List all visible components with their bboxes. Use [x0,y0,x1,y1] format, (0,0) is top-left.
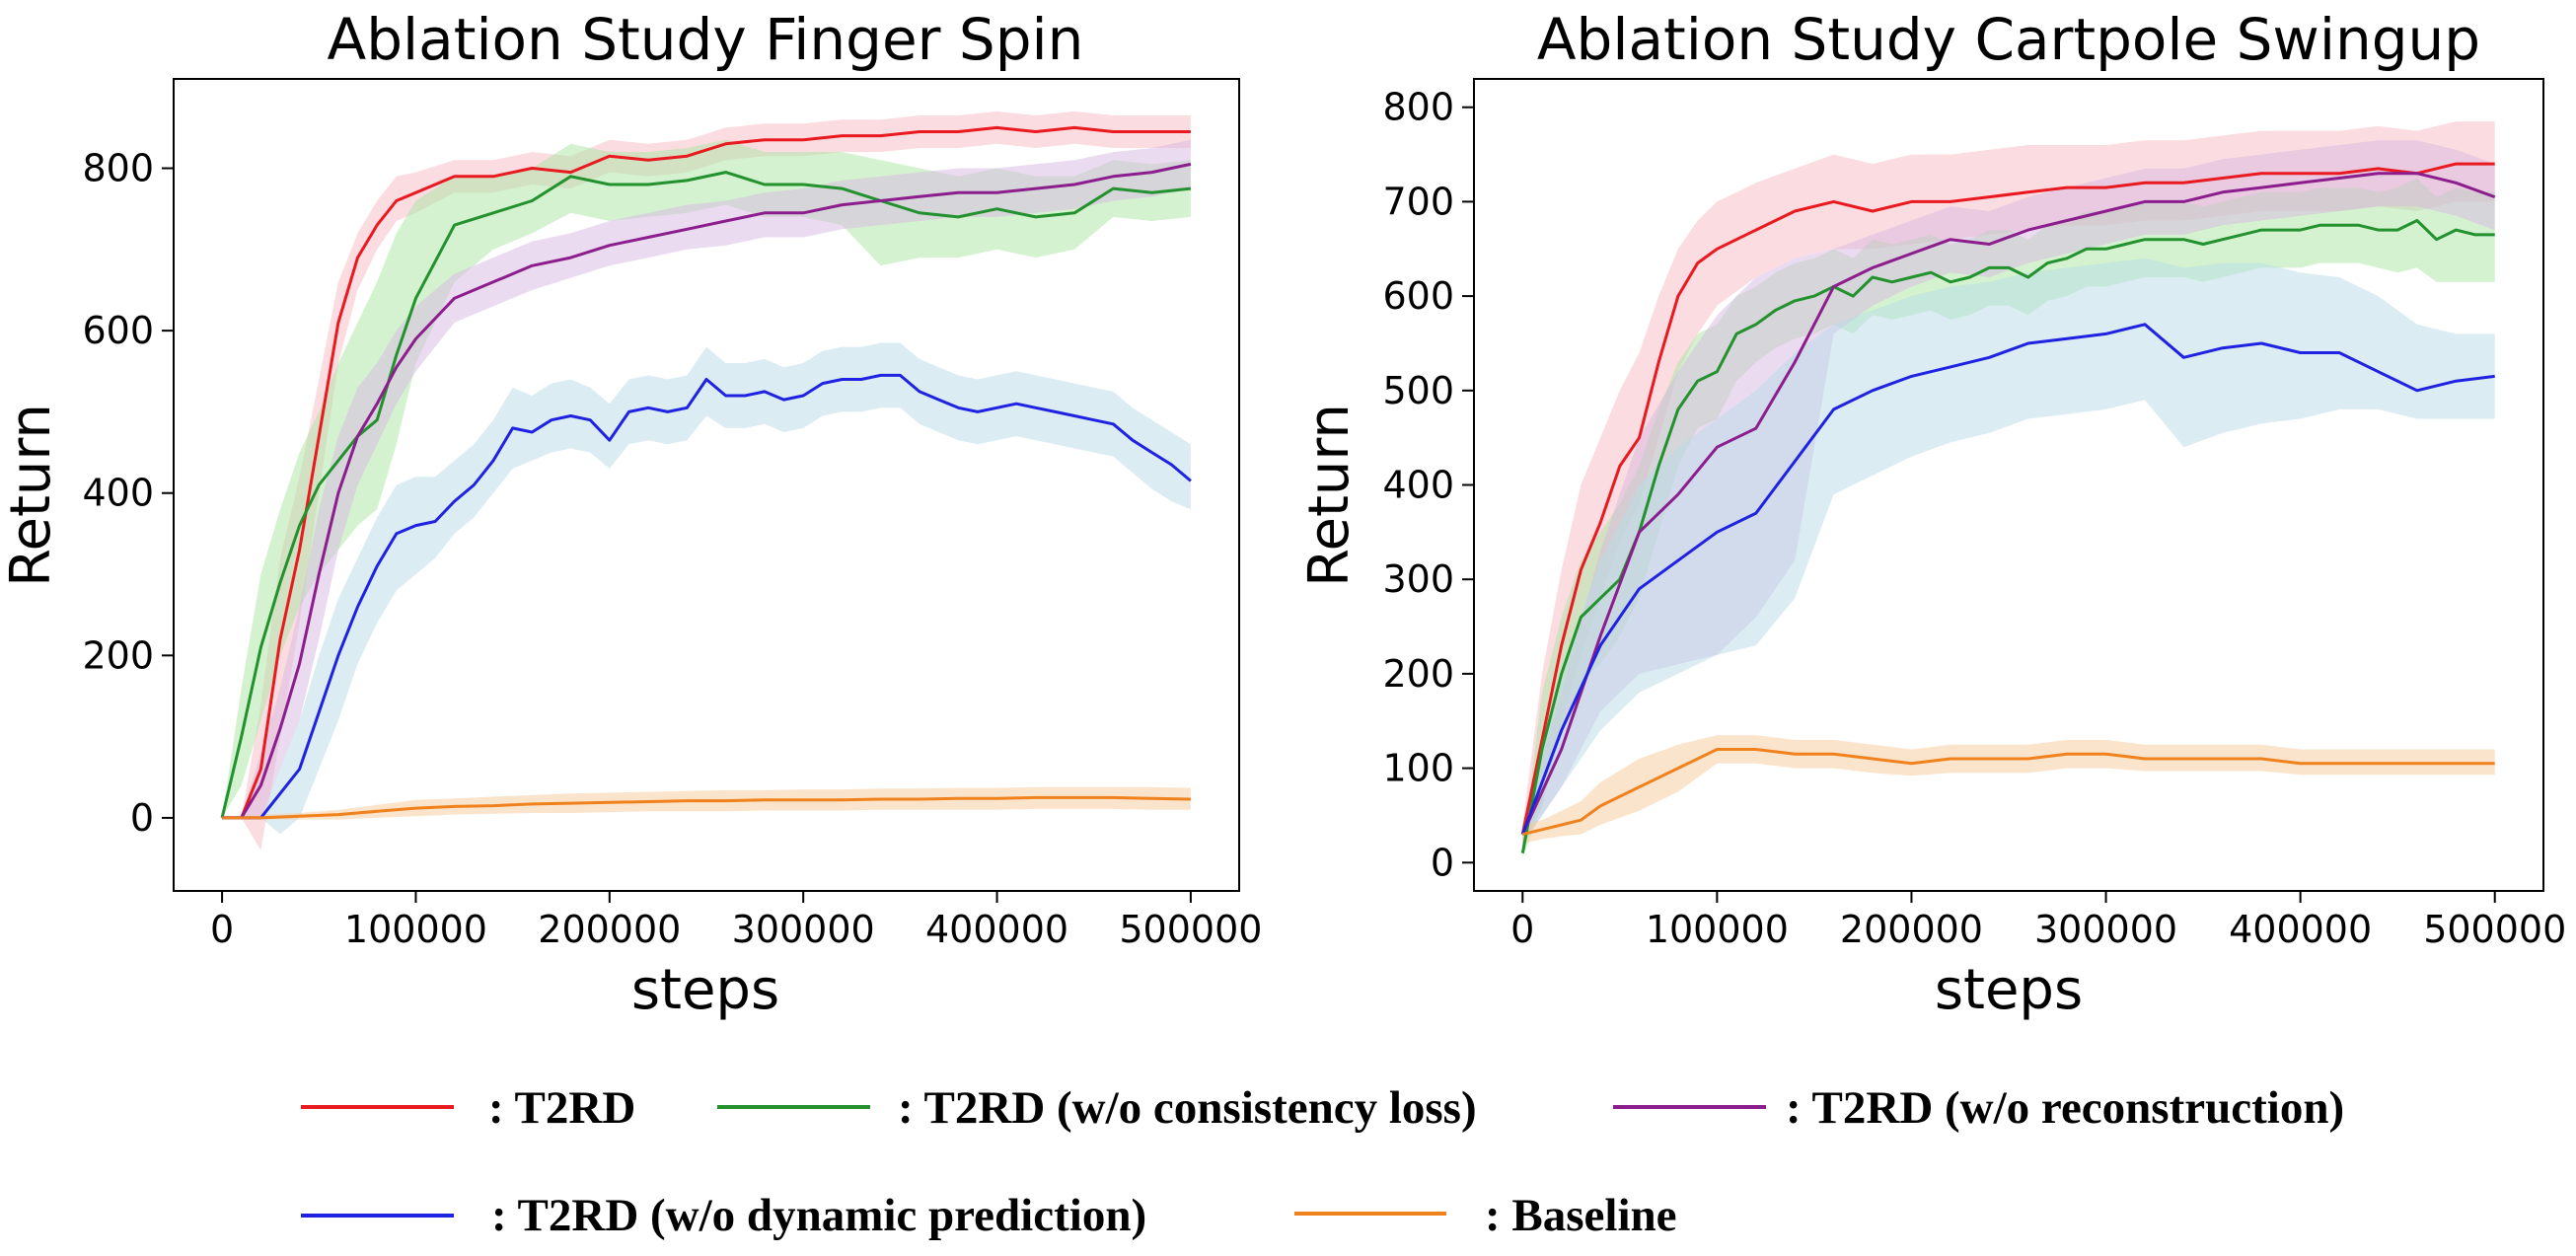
legend-label-consistency: : T2RD (w/o consistency loss) [898,1082,1477,1134]
series-line-baseline [1521,748,2495,837]
band-t2rd-w-o-consistency-loss [222,139,1191,818]
y-tick-label: 200 [82,633,154,677]
legend-label-reconstruction: : T2RD (w/o reconstruction) [1786,1082,2344,1134]
band-baseline [222,786,1191,820]
x-tick-label: 0 [1510,908,1534,951]
legend-label-dynamic: : T2RD (w/o dynamic prediction) [491,1190,1146,1241]
chart-title: Ablation Study Finger Spin [328,6,1084,73]
y-axis-label: Return [1297,404,1362,587]
series-lines [220,125,1192,820]
y-tick-label: 0 [1431,841,1454,884]
series-line-baseline [222,795,1191,820]
series-line-t2rd-w-o-reconstruction [1520,172,2496,836]
series-line-t2rd-w-o-consistency-loss [220,171,1192,819]
series-lines [1520,162,2496,853]
y-tick-label: 800 [82,147,154,190]
x-tick-label: 500000 [2423,908,2566,951]
legend: : T2RD : T2RD (w/o consistency loss) : T… [301,1082,2344,1241]
y-tick-label: 200 [1382,652,1454,696]
x-tick-label: 500000 [1119,908,1262,951]
y-axis-label: Return [0,404,63,587]
series-line-t2rd [1520,162,2495,835]
plot-area: 0 100000 200000 300000 400000 500000 0 200 400 60… [82,78,1262,951]
x-axis-label: steps [1935,958,2083,1022]
band-t2rd-w-o-dynamic-prediction [222,342,1191,835]
legend-label-baseline: : Baseline [1485,1190,1677,1241]
series-line-t2rd-w-o-consistency-loss [1520,219,2495,853]
band-t2rd-w-o-reconstruction [222,139,1191,818]
axis-ticks: 0 100000 200000 300000 400000 500000 0 200 400 60… [82,147,1262,951]
y-tick-label: 100 [1382,747,1454,790]
x-tick-label: 400000 [2229,908,2372,951]
chart-cartpole-swingup: Ablation Study Cartpole Swingup Return s… [1297,6,2566,1022]
plot-frame [173,78,1240,892]
series-line-t2rd-w-o-dynamic-prediction [222,373,1192,820]
confidence-bands [222,111,1191,850]
series-line-t2rd-w-o-dynamic-prediction [1520,323,2495,836]
y-tick-label: 500 [1382,369,1454,412]
y-tick-label: 600 [1382,274,1454,318]
x-tick-label: 300000 [732,908,875,951]
axis-ticks: 0 100000 200000 300000 400000 500000 0 100 200 30… [1382,86,2566,951]
y-tick-label: 800 [1382,86,1454,129]
x-tick-label: 200000 [538,908,681,951]
band-baseline [1522,735,2495,845]
y-tick-label: 600 [82,309,154,352]
band-t2rd-w-o-dynamic-prediction [1522,258,2495,845]
chart-finger-spin: Ablation Study Finger Spin Return steps … [0,6,1262,1022]
x-tick-label: 300000 [2034,908,2177,951]
x-tick-label: 200000 [1840,908,1983,951]
x-tick-label: 100000 [344,908,487,951]
series-line-t2rd [222,125,1191,820]
x-tick-label: 100000 [1646,908,1789,951]
x-axis-label: steps [631,958,779,1022]
x-tick-label: 400000 [925,908,1068,951]
y-tick-label: 0 [130,796,154,840]
legend-label-t2rd: : T2RD [488,1082,635,1134]
plot-area: 0 100000 200000 300000 400000 500000 0 100 200 30… [1382,78,2566,951]
y-tick-label: 400 [82,472,154,515]
y-tick-label: 300 [1382,557,1454,601]
series-line-t2rd-w-o-reconstruction [222,162,1192,820]
y-tick-label: 700 [1382,180,1454,223]
y-tick-label: 400 [1382,464,1454,507]
x-tick-label: 0 [210,908,234,951]
chart-title: Ablation Study Cartpole Swingup [1537,6,2480,73]
